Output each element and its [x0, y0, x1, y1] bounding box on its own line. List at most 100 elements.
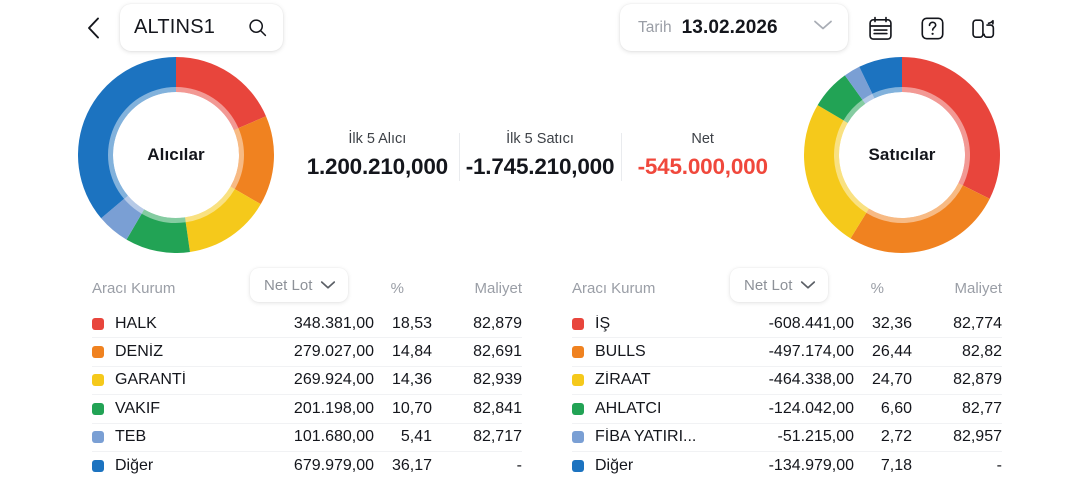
stat-caption: İlk 5 Satıcı [506, 131, 574, 147]
color-swatch-icon [572, 431, 584, 444]
donut-segment[interactable] [184, 186, 261, 253]
sellers-donut-chart: Satıcılar [804, 57, 1000, 253]
donut-segment-highlight [843, 99, 866, 123]
chevron-left-icon [87, 17, 99, 39]
stat-value: 1.200.210,000 [306, 154, 448, 179]
cell-cost: 82,879 [473, 314, 522, 332]
date-value: 13.02.2026 [681, 16, 778, 38]
chevron-down-icon [801, 281, 816, 289]
donut-segment[interactable] [859, 57, 902, 99]
table-row[interactable]: TEB 101.680,00 5,41 82,717 [92, 424, 522, 452]
cell-firm: GARANTİ [115, 371, 187, 389]
cell-net-lot: -134.979,00 [768, 457, 854, 475]
table-row[interactable]: BULLS -497.174,00 26,44 82,82 [572, 338, 1002, 367]
calendar-icon [868, 16, 892, 40]
donut-segment-highlight [862, 93, 875, 104]
symbol-search-box[interactable]: ALTINS1 [120, 4, 283, 51]
donut-segment[interactable] [176, 57, 267, 131]
table-row[interactable]: Diğer -134.979,00 7,18 - [572, 452, 1002, 480]
cell-firm: Diğer [115, 457, 154, 475]
cell-net-lot: -497.174,00 [768, 343, 854, 361]
table-row[interactable]: Diğer 679.979,00 36,17 - [92, 452, 522, 480]
donut-segment[interactable] [844, 66, 875, 104]
table-row[interactable]: AHLATCI -124.042,00 6,60 82,77 [572, 395, 1002, 424]
help-icon [920, 16, 944, 40]
column-header-firm: Aracı Kurum [572, 280, 656, 297]
summary-stats: İlk 5 Alıcı 1.200.210,000 İlk 5 Satıcı -1.7… [296, 131, 784, 187]
color-swatch-icon [92, 402, 104, 415]
cell-net-lot: 101.680,00 [293, 428, 374, 446]
donut-segment-highlight [184, 186, 235, 223]
cell-firm: BULLS [595, 343, 646, 361]
sort-selector-sellers[interactable]: Net Lot [730, 268, 829, 302]
sellers-rows: İŞ -608.441,00 32,36 82,774 BULLS -497.174,00… [572, 310, 1002, 480]
cell-net-lot: 348.381,00 [293, 314, 374, 332]
buyers-rows: HALK 348.381,00 18,53 82,879 DENİZ 279.027,00… [92, 310, 522, 480]
donut-segment[interactable] [230, 116, 274, 205]
cell-net-lot: 269.924,00 [293, 371, 374, 389]
back-button[interactable] [78, 13, 108, 43]
color-swatch-icon [92, 346, 104, 359]
buyers-table-header: Aracı Kurum Net Lot % Maliyet [92, 268, 522, 310]
cell-net-lot: -51.215,00 [777, 428, 854, 446]
date-selector[interactable]: Tarih 13.02.2026 [620, 4, 848, 51]
cell-cost: 82,717 [473, 428, 522, 446]
donut-segment[interactable] [126, 209, 190, 253]
stat-caption: Net [691, 131, 714, 147]
donut-segment[interactable] [101, 195, 145, 240]
cell-net-lot: 201.198,00 [293, 399, 374, 417]
color-swatch-icon [572, 317, 584, 330]
table-row[interactable]: DENİZ 279.027,00 14,84 82,691 [92, 338, 522, 367]
table-row[interactable]: GARANTİ 269.924,00 14,36 82,939 [92, 367, 522, 396]
donut-segment[interactable] [817, 75, 866, 123]
sellers-donut-label: Satıcılar [868, 145, 936, 164]
table-row[interactable]: ZİRAAT -464.338,00 24,70 82,879 [572, 367, 1002, 396]
table-row[interactable]: HALK 348.381,00 18,53 82,879 [92, 310, 522, 339]
color-swatch-icon [572, 460, 584, 473]
donut-segment[interactable] [850, 183, 990, 253]
stat-1: İlk 5 Satıcı -1.745.210,000 [458, 131, 622, 181]
sort-selector-buyers[interactable]: Net Lot [250, 268, 349, 302]
color-swatch-icon [92, 431, 104, 444]
cell-firm: DENİZ [115, 343, 163, 361]
color-swatch-icon [572, 346, 584, 359]
color-swatch-icon [92, 317, 104, 330]
chevron-down-icon[interactable] [812, 18, 834, 37]
share-layout-icon [971, 18, 994, 38]
buyers-table: Aracı Kurum Net Lot % Maliyet HALK 348.38… [92, 268, 522, 480]
cell-percent: 7,18 [880, 457, 912, 475]
cell-firm: TEB [115, 428, 147, 446]
cell-percent: 26,44 [871, 343, 912, 361]
cell-cost: 82,879 [953, 371, 1002, 389]
sellers-donut-svg [804, 57, 1000, 253]
table-row[interactable]: VAKIF 201.198,00 10,70 82,841 [92, 395, 522, 424]
stat-value: -545.000,000 [637, 154, 768, 179]
donut-segment[interactable] [804, 105, 869, 239]
cell-cost: 82,77 [961, 399, 1002, 417]
color-swatch-icon [92, 374, 104, 387]
donut-segment[interactable] [78, 57, 176, 219]
cell-net-lot: 279.027,00 [293, 343, 374, 361]
color-swatch-icon [572, 374, 584, 387]
donut-segment[interactable] [902, 57, 1000, 199]
symbol-value: ALTINS1 [134, 16, 216, 38]
cell-firm: AHLATCI [595, 399, 662, 417]
stat-0: İlk 5 Alıcı 1.200.210,000 [296, 131, 459, 180]
sellers-table-header: Aracı Kurum Net Lot % Maliyet [572, 268, 1002, 310]
cell-firm: FİBA YATIRI... [595, 428, 697, 446]
table-row[interactable]: İŞ -608.441,00 32,36 82,774 [572, 310, 1002, 339]
calendar-button[interactable] [864, 12, 896, 44]
donut-segment-highlight [108, 86, 176, 199]
share-layout-button[interactable] [967, 12, 999, 44]
sort-selector-label: Net Lot [744, 276, 793, 294]
column-header-percent: % [870, 280, 884, 297]
table-row[interactable]: FİBA YATIRI... -51.215,00 2,72 82,957 [572, 424, 1002, 452]
search-icon[interactable] [248, 18, 267, 37]
color-swatch-icon [572, 402, 584, 415]
cell-percent: 5,41 [400, 428, 432, 446]
donut-segment-highlight [902, 87, 970, 186]
buyers-donut-label: Alıcılar [147, 145, 205, 164]
help-button[interactable] [916, 12, 948, 44]
color-swatch-icon [92, 460, 104, 473]
